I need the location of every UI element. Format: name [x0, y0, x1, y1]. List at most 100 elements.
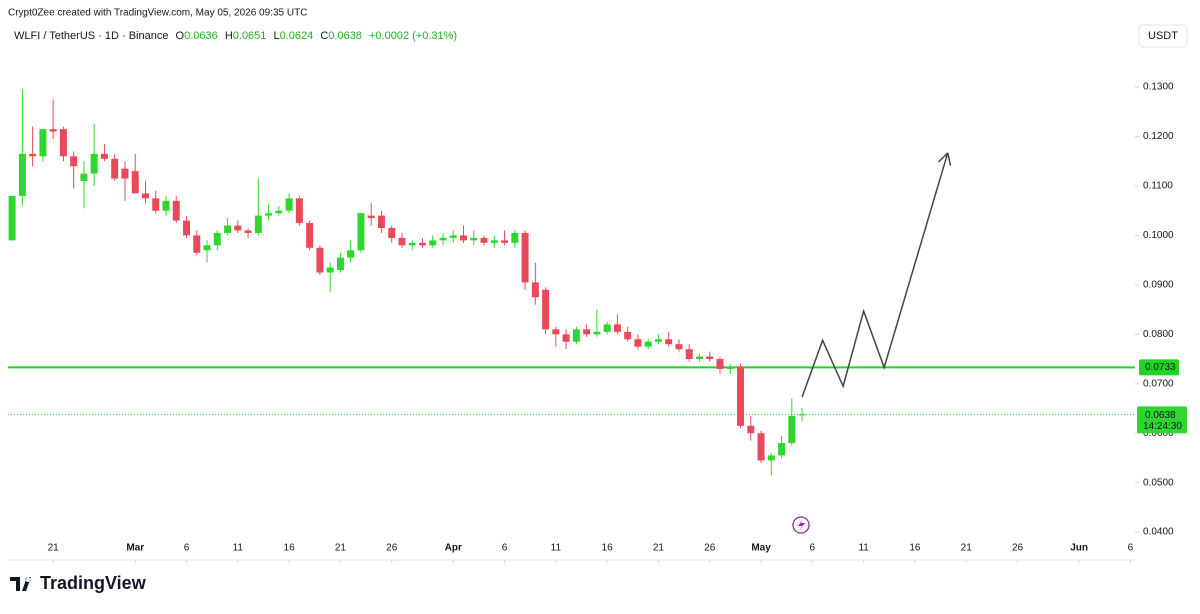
c-key: C — [320, 30, 328, 42]
candle-body — [511, 232, 519, 243]
candle-body — [172, 200, 180, 221]
candle-body — [357, 213, 365, 251]
candle-body — [449, 235, 457, 238]
arrow-path — [801, 152, 949, 398]
candle-body — [757, 433, 765, 461]
y-tick-label: 0.1300 — [1143, 82, 1174, 93]
candle-body — [70, 156, 78, 167]
x-tick-label: Jun — [1070, 543, 1088, 554]
currency-button[interactable]: USDT — [1148, 30, 1178, 42]
candle-body — [593, 331, 601, 335]
candle-body — [747, 425, 755, 434]
y-tick-label: 0.1000 — [1143, 230, 1174, 241]
candle-body — [634, 339, 642, 347]
candle-body — [244, 230, 252, 233]
candle-body — [203, 245, 211, 251]
candle-body — [624, 331, 632, 340]
change: +0.0002 (+0.31%) — [369, 30, 457, 42]
candle-body — [439, 237, 447, 241]
candle-body — [295, 198, 303, 224]
candle-body — [213, 232, 221, 246]
candle-body — [675, 344, 683, 350]
candle-body — [49, 129, 57, 132]
candle-body — [367, 215, 375, 219]
candle-body — [162, 200, 170, 211]
candle-body — [542, 289, 550, 330]
x-tick-label: 21 — [961, 543, 973, 554]
candle-body — [521, 232, 529, 283]
candle-body — [316, 247, 324, 273]
candle-body — [603, 324, 611, 332]
candle-body — [429, 240, 437, 246]
y-tick-label: 0.1100 — [1143, 181, 1173, 192]
candle-body — [470, 237, 478, 241]
candle-body — [111, 158, 119, 179]
candle-body — [183, 220, 191, 236]
open: 0.0636 — [184, 30, 218, 42]
candle-body — [8, 195, 16, 241]
candle-body — [408, 242, 416, 246]
x-tick-label: 16 — [909, 543, 921, 554]
y-tick-label: 0.1200 — [1143, 131, 1174, 142]
candle-body — [336, 257, 344, 271]
candle-body — [121, 168, 129, 179]
candle-body — [306, 223, 314, 248]
y-tick-label: 0.0500 — [1143, 477, 1174, 488]
y-tick-label: 0.0400 — [1143, 527, 1174, 538]
level-label: 0.0733 — [1145, 362, 1176, 373]
y-tick-label: 0.0900 — [1143, 280, 1174, 291]
x-tick-label: 11 — [551, 543, 562, 554]
l-key: L — [273, 30, 279, 42]
arrow-head — [938, 152, 949, 163]
candle-body — [613, 324, 621, 332]
candle-body — [418, 242, 426, 246]
candle-body — [665, 339, 673, 345]
x-tick-label: 26 — [704, 543, 716, 554]
candle-body — [224, 225, 232, 233]
candle-body — [254, 215, 262, 233]
candle-body — [18, 153, 26, 196]
x-tick-label: 11 — [858, 543, 869, 554]
y-tick-label: 0.0700 — [1143, 378, 1174, 389]
candle-body — [398, 237, 406, 246]
candle-body — [572, 329, 580, 342]
event-bolt — [798, 519, 805, 531]
candle-body — [654, 339, 662, 342]
candle-body — [460, 235, 468, 241]
x-tick-label: 6 — [810, 543, 816, 554]
x-tick-label: 16 — [284, 543, 296, 554]
candle-body — [193, 235, 201, 253]
brand: TradingView — [40, 573, 147, 593]
header: Crypt0Zee created with TradingView.com, … — [8, 8, 307, 19]
candle-body — [798, 414, 806, 416]
x-tick-label: 26 — [386, 543, 398, 554]
brand-logo — [10, 577, 31, 591]
candle-body — [234, 225, 242, 231]
candle-body — [90, 153, 98, 174]
symbol: WLFI / TetherUS · 1D · Binance — [14, 30, 168, 42]
candle-body — [152, 198, 160, 211]
x-tick-label: Mar — [126, 543, 144, 554]
x-tick-label: May — [751, 543, 771, 554]
candle-body — [716, 359, 724, 369]
candle-body — [644, 341, 652, 347]
x-tick-label: 6 — [502, 543, 508, 554]
x-tick-label: 11 — [233, 543, 244, 554]
candle-body — [80, 173, 88, 182]
candle-body — [531, 282, 539, 298]
candle-body — [100, 153, 108, 159]
low: 0.0624 — [280, 30, 314, 42]
candle-body — [39, 129, 47, 157]
candle-body — [275, 210, 283, 214]
candle-body — [695, 356, 703, 360]
candle-body — [29, 153, 37, 157]
candle-body — [552, 329, 560, 335]
level-label-box — [1139, 359, 1179, 376]
candle-body — [562, 334, 570, 342]
last-price-label: 0.0638 — [1145, 410, 1176, 421]
candle-body — [326, 267, 334, 273]
candle-body — [788, 415, 796, 444]
currency-button-box[interactable] — [1138, 24, 1188, 48]
candle-body — [778, 443, 786, 456]
